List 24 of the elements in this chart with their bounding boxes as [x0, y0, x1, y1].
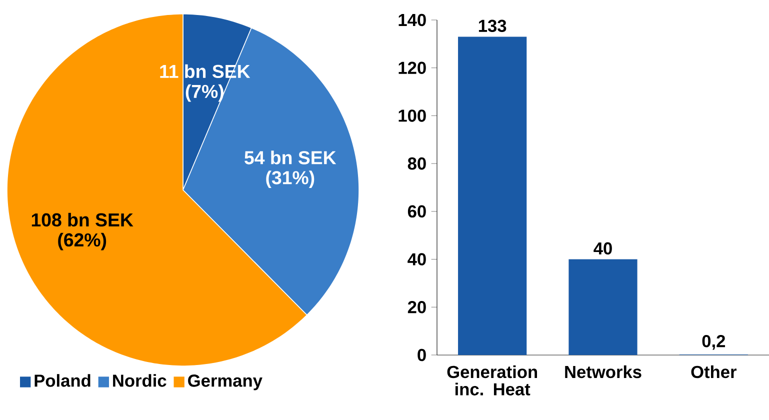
y-tick-label: 140 [398, 14, 426, 26]
y-tick-label: 80 [408, 157, 426, 170]
y-tick-label: 0 [418, 348, 426, 362]
y-tick-label: 40 [408, 253, 426, 266]
x-tick-label: Other [691, 365, 737, 378]
text: (31%) [266, 170, 314, 188]
x-tick-label: Generation inc. Heat [447, 365, 538, 396]
data-label: 108 bn SEK [32, 212, 134, 227]
legend-label: Nordic [113, 374, 166, 387]
text: (7%) [186, 84, 224, 102]
text: (62%) [58, 232, 106, 250]
y-tick-label: 60 [408, 205, 426, 218]
y-tick-label: 100 [398, 110, 426, 122]
bar [568, 259, 638, 355]
data-label: 40 [594, 242, 612, 255]
bar [458, 36, 527, 355]
data-label: 0,2 [702, 335, 726, 350]
data-label: 133 [478, 20, 506, 32]
x-tick-label: Networks [565, 365, 642, 378]
legend-label: Germany [188, 374, 262, 390]
data-label: 54 bn SEK [244, 150, 336, 164]
y-tick-label: 120 [398, 62, 426, 74]
y-tick-label: 20 [408, 300, 426, 314]
legend-label: Poland [34, 374, 90, 387]
